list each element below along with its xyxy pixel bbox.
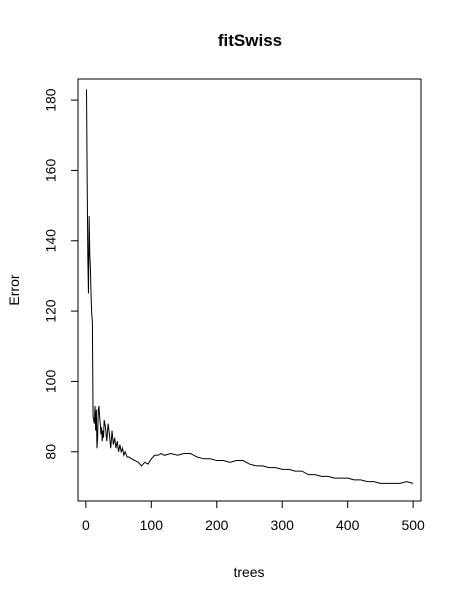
- x-tick-label: 500: [401, 517, 425, 533]
- plot-frame: [77, 78, 422, 502]
- y-axis: 80 100 120 140 160 180: [43, 88, 79, 460]
- series-line-error: [86, 89, 414, 484]
- x-axis: 0 100 200 300 400 500: [82, 500, 425, 533]
- chart-title: fitSwiss: [218, 31, 282, 50]
- y-tick-label: 140: [43, 229, 59, 253]
- y-tick-label: 120: [43, 299, 59, 323]
- x-tick-label: 400: [336, 517, 360, 533]
- y-axis-label: Error: [6, 274, 22, 305]
- x-tick-label: 0: [82, 517, 90, 533]
- y-tick-label: 80: [43, 444, 59, 460]
- y-tick-label: 180: [43, 88, 59, 112]
- x-tick-label: 200: [205, 517, 229, 533]
- x-axis-label: trees: [233, 564, 264, 580]
- x-tick-label: 300: [271, 517, 295, 533]
- y-tick-label: 100: [43, 370, 59, 394]
- y-tick-label: 160: [43, 159, 59, 183]
- x-tick-label: 100: [140, 517, 164, 533]
